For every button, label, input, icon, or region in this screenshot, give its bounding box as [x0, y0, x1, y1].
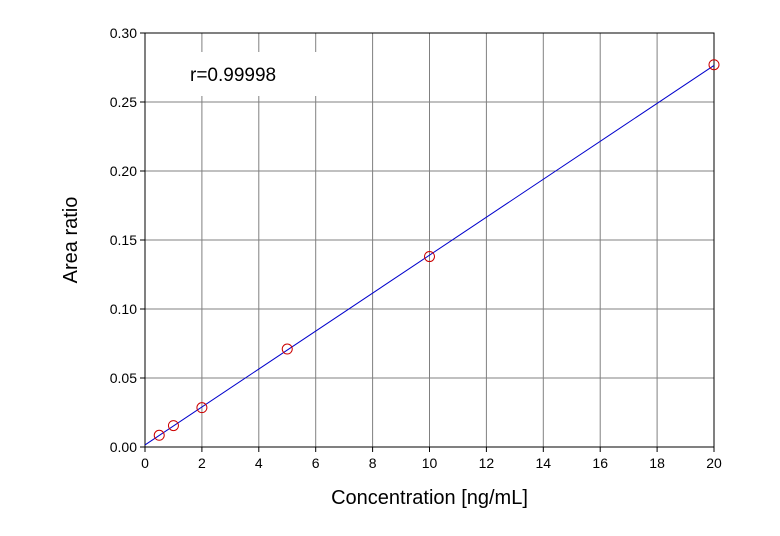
data-point [167, 420, 179, 432]
fit-layer [144, 65, 715, 446]
data-point [281, 343, 293, 355]
y-tick-label: 0.20 [110, 163, 137, 179]
x-tick-label: 16 [592, 455, 608, 471]
y-tick-label: 0.05 [110, 370, 137, 386]
data-point [424, 251, 435, 263]
regression-line [144, 65, 715, 446]
data-point [153, 429, 165, 441]
tick-layer: 0 2 4 6 8 10 12 14 16 18 20 0.00 0.05 0.10 0.15 0.20 0.2… [110, 25, 722, 471]
x-tick-label: 18 [649, 455, 665, 471]
y-tick-label: 0.15 [110, 232, 137, 248]
annotation-box [174, 52, 318, 96]
x-axis-title: Concentration [ng/mL] [331, 487, 528, 509]
x-tick-label: 14 [536, 455, 552, 471]
x-tick-label: 10 [422, 455, 438, 471]
y-tick-label: 0.30 [110, 25, 137, 41]
x-tick-label: 6 [312, 455, 320, 471]
x-tick-label: 20 [706, 455, 722, 471]
data-point [196, 402, 208, 414]
x-tick-label: 4 [255, 455, 263, 471]
point-layer [153, 59, 720, 441]
y-tick-label: 0.25 [110, 94, 137, 110]
x-tick-label: 8 [369, 455, 377, 471]
data-point [708, 59, 720, 71]
correlation-annotation: r=0.99998 [190, 65, 276, 86]
y-tick-label: 0.00 [110, 439, 137, 455]
grid-layer [145, 33, 714, 447]
annotation-group: r=0.99998 [174, 52, 318, 96]
x-tick-label: 0 [141, 455, 149, 471]
x-tick-label: 12 [479, 455, 495, 471]
y-tick-label: 0.10 [110, 301, 137, 317]
x-tick-label: 2 [198, 455, 206, 471]
y-axis-title: Area ratio [60, 197, 82, 284]
